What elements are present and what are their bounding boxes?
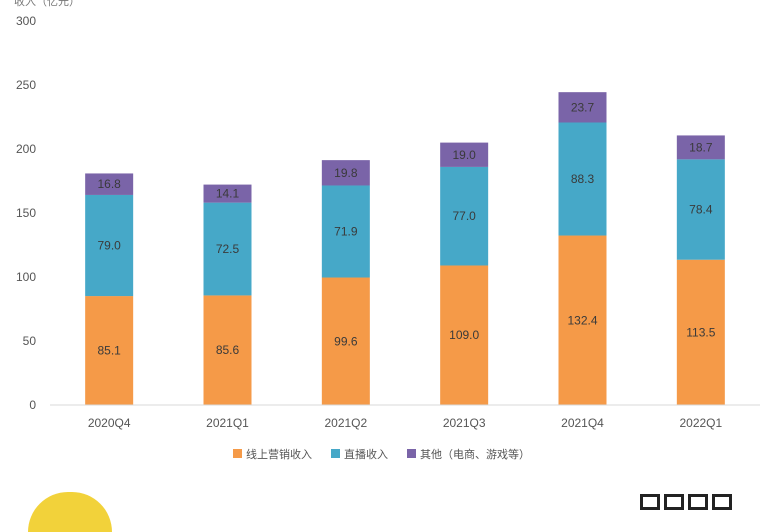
legend-swatch-3 (407, 449, 416, 458)
bar-segment-1 (203, 295, 252, 405)
bar-value-label: 14.1 (216, 187, 240, 201)
bar-segment-3 (85, 173, 134, 195)
y-axis-label: 收入（亿元） (14, 0, 80, 8)
y-tick-label: 0 (29, 398, 36, 412)
legend-swatch-1 (233, 449, 242, 458)
qr-code-icon (640, 494, 740, 510)
y-tick-label: 250 (16, 78, 36, 92)
bar-segment-3 (676, 135, 725, 160)
y-tick-label: 100 (16, 270, 36, 284)
x-tick-label: 2021Q4 (561, 416, 604, 430)
bar-value-label: 18.7 (689, 140, 713, 154)
bar-value-label: 19.0 (452, 148, 476, 162)
bar-value-label: 109.0 (449, 328, 479, 342)
bar-value-label: 132.4 (567, 313, 597, 327)
bar-segment-1 (85, 296, 134, 405)
y-tick-label: 300 (16, 14, 36, 28)
x-tick-label: 2021Q1 (206, 416, 249, 430)
x-tick-label: 2022Q1 (679, 416, 722, 430)
bar-value-label: 85.6 (216, 343, 240, 357)
bar-segment-2 (440, 166, 489, 266)
bar-value-label: 19.8 (334, 166, 358, 180)
bar-value-label: 113.5 (686, 325, 715, 339)
bar-segment-2 (676, 159, 725, 260)
legend-label: 直播收入 (344, 447, 388, 461)
stacked-bar-chart: 收入（亿元） 0 50 100 150 200 250 300 85.1 79.0 16.8 85… (14, 0, 760, 461)
bar-value-label: 72.5 (216, 242, 240, 256)
legend-label: 其他（电商、游戏等） (420, 447, 530, 461)
bar-segment-2 (558, 122, 607, 236)
bar-segment-1 (440, 265, 489, 405)
bar-segment-3 (558, 92, 607, 123)
bar-value-label: 78.4 (689, 203, 713, 217)
legend-swatch-2 (331, 449, 340, 458)
bar-value-label: 71.9 (334, 224, 358, 238)
y-tick-label: 200 (16, 142, 36, 156)
bar-segment-2 (321, 185, 370, 278)
bar-segment-2 (203, 202, 252, 296)
bar-value-label: 88.3 (571, 172, 595, 186)
y-tick-label: 150 (16, 206, 36, 220)
bar-segment-3 (321, 160, 370, 186)
bar-value-label: 23.7 (571, 100, 595, 114)
bar-segment-2 (85, 194, 134, 297)
x-tick-label: 2020Q4 (88, 416, 131, 430)
x-tick-label: 2021Q3 (443, 416, 486, 430)
bar-value-label: 99.6 (334, 334, 358, 348)
bar-segment-1 (676, 259, 725, 405)
bar-value-label: 77.0 (452, 209, 476, 223)
legend-label: 线上营销收入 (246, 447, 312, 461)
y-tick-label: 50 (23, 334, 37, 348)
bar-value-label: 79.0 (97, 239, 121, 253)
bar-segment-3 (440, 142, 489, 167)
bar-segment-1 (558, 235, 607, 405)
legend: 线上营销收入 直播收入 其他（电商、游戏等） (233, 447, 530, 461)
x-tick-label: 2021Q2 (324, 416, 367, 430)
bar-segment-3 (203, 184, 252, 203)
bar-segment-1 (321, 277, 370, 405)
bar-value-label: 85.1 (97, 344, 121, 358)
bar-value-label: 16.8 (97, 177, 121, 191)
